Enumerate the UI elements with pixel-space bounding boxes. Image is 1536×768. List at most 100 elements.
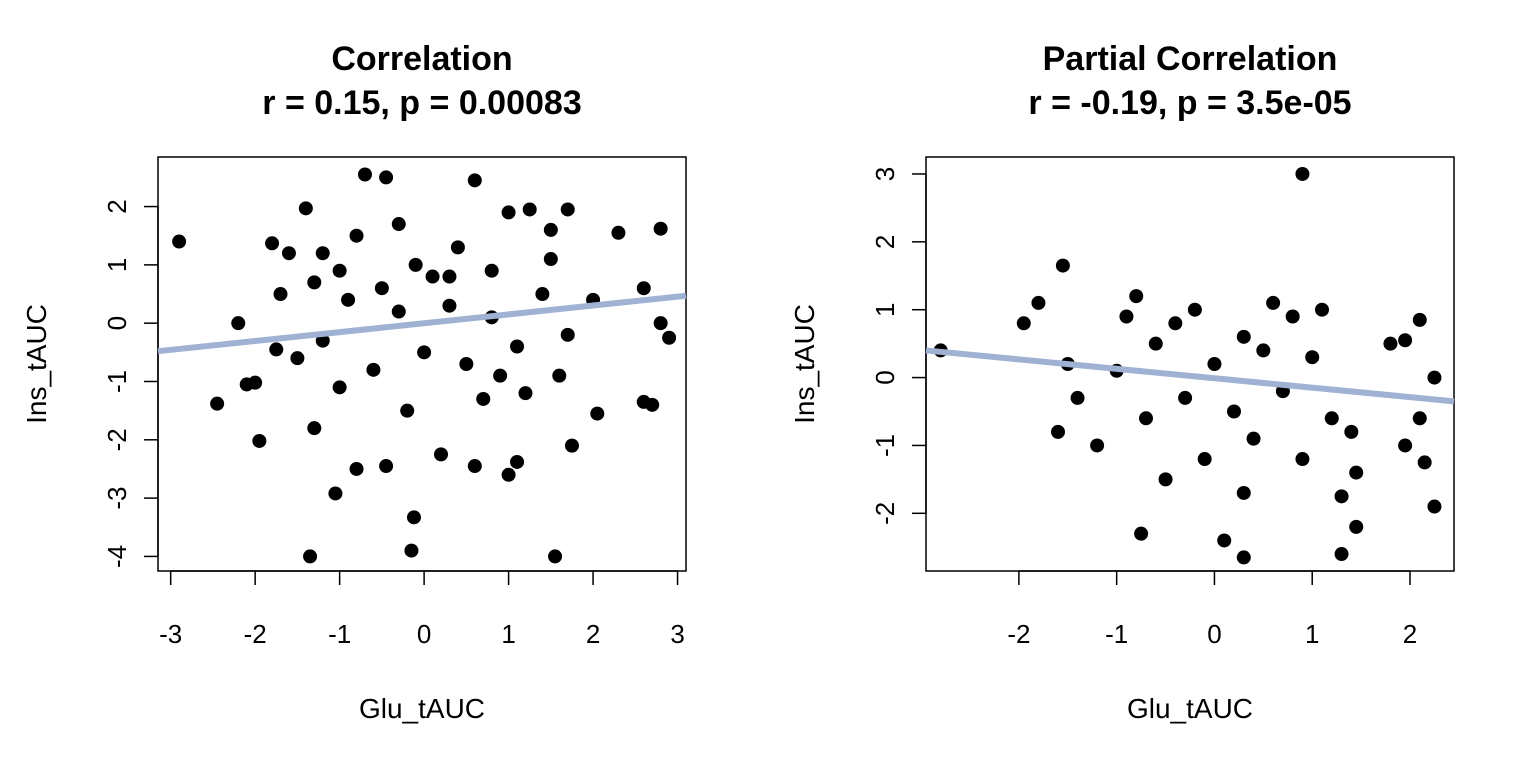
chart-subtitle: r = -0.19, p = 3.5e-05 [1028, 84, 1351, 122]
data-point [1217, 533, 1232, 548]
regression-line [157, 292, 687, 355]
data-point [269, 342, 284, 357]
y-tick-label: -1 [870, 434, 900, 457]
data-point [252, 433, 267, 448]
data-point [1344, 424, 1359, 439]
data-point [332, 263, 347, 278]
data-point [1324, 411, 1339, 426]
y-axis: -4 -3 -2 -1 0 1 2 [102, 199, 159, 568]
data-point [552, 368, 567, 383]
data-point [1070, 390, 1085, 405]
data-point [590, 406, 605, 421]
data-point [548, 549, 563, 564]
x-tick-label: 3 [670, 619, 684, 649]
data-point [391, 217, 406, 232]
data-point [1236, 485, 1251, 500]
data-point [366, 362, 381, 377]
data-point [1129, 289, 1144, 304]
data-point [417, 345, 432, 360]
x-tick-label: -3 [159, 619, 182, 649]
data-point [442, 298, 457, 313]
data-point [349, 461, 364, 476]
y-tick-label: 3 [870, 167, 900, 181]
data-point [1295, 166, 1310, 181]
x-tick-label: 2 [1403, 619, 1417, 649]
data-point [662, 330, 677, 345]
data-point [1349, 519, 1364, 534]
data-point [1295, 452, 1310, 467]
scatter-points [172, 167, 677, 564]
data-point [653, 316, 668, 331]
data-point [281, 246, 296, 261]
data-point [518, 386, 533, 401]
x-tick-label: -2 [244, 619, 267, 649]
data-point [450, 240, 465, 255]
data-point [1334, 547, 1349, 562]
y-tick-label: -4 [102, 545, 132, 568]
x-axis-label: Glu_tAUC [359, 693, 485, 724]
data-point [391, 304, 406, 319]
data-point [1412, 312, 1427, 327]
data-point [408, 257, 423, 272]
data-point [493, 368, 508, 383]
data-point [501, 467, 516, 482]
data-point [543, 222, 558, 237]
correlation-panel: Correlation r = 0.15, p = 0.00083 Glu_tA… [21, 40, 687, 724]
data-point [1207, 357, 1222, 371]
data-point [1051, 424, 1065, 439]
data-point [210, 396, 225, 411]
data-point [1398, 438, 1413, 453]
data-point [476, 391, 491, 406]
data-point [1412, 411, 1427, 426]
data-point [1383, 336, 1398, 351]
data-point [1187, 302, 1202, 317]
chart-title: Correlation [331, 40, 512, 78]
data-point [1134, 526, 1149, 541]
y-axis-label: Ins_tAUC [789, 304, 820, 424]
data-point [248, 375, 263, 390]
data-point [406, 510, 421, 525]
data-point [1139, 411, 1153, 426]
data-point [1148, 336, 1163, 351]
x-axis: -3 -2 -1 0 1 2 3 [159, 570, 685, 649]
data-point [501, 205, 516, 220]
data-point [374, 281, 389, 296]
data-point [611, 225, 626, 240]
y-tick-label: 0 [102, 316, 132, 330]
y-tick-label: 0 [870, 370, 900, 384]
data-point [1197, 452, 1212, 467]
y-tick-label: 2 [102, 199, 132, 213]
data-point [1246, 431, 1261, 446]
data-point [1227, 404, 1241, 419]
x-tick-label: 0 [1207, 619, 1221, 649]
x-tick-label: 1 [1305, 619, 1319, 649]
data-point [1031, 295, 1046, 310]
data-point [1256, 343, 1271, 358]
y-tick-label: -2 [870, 502, 900, 525]
x-tick-label: -1 [328, 619, 351, 649]
chart-subtitle: r = 0.15, p = 0.00083 [262, 84, 581, 122]
chart-title: Partial Correlation [1043, 40, 1338, 78]
y-tick-label: 1 [870, 302, 900, 316]
x-tick-label: 0 [417, 619, 431, 649]
y-axis-label: Ins_tAUC [21, 304, 52, 424]
data-point [1016, 316, 1031, 331]
data-point [467, 459, 482, 474]
data-point [379, 459, 394, 474]
data-point [1427, 499, 1442, 514]
data-point [560, 202, 575, 217]
data-point [1398, 333, 1413, 348]
data-point [1266, 295, 1281, 310]
x-tick-label: -1 [1105, 619, 1128, 649]
data-point [510, 454, 525, 469]
data-point [543, 252, 558, 267]
data-point [510, 339, 525, 354]
data-point [349, 228, 364, 243]
y-axis: -2 -1 0 1 2 3 [870, 167, 927, 525]
data-point [265, 236, 280, 251]
y-tick-label: -3 [102, 487, 132, 510]
y-tick-label: 1 [102, 258, 132, 272]
data-point [1055, 258, 1070, 273]
data-point [379, 170, 394, 185]
